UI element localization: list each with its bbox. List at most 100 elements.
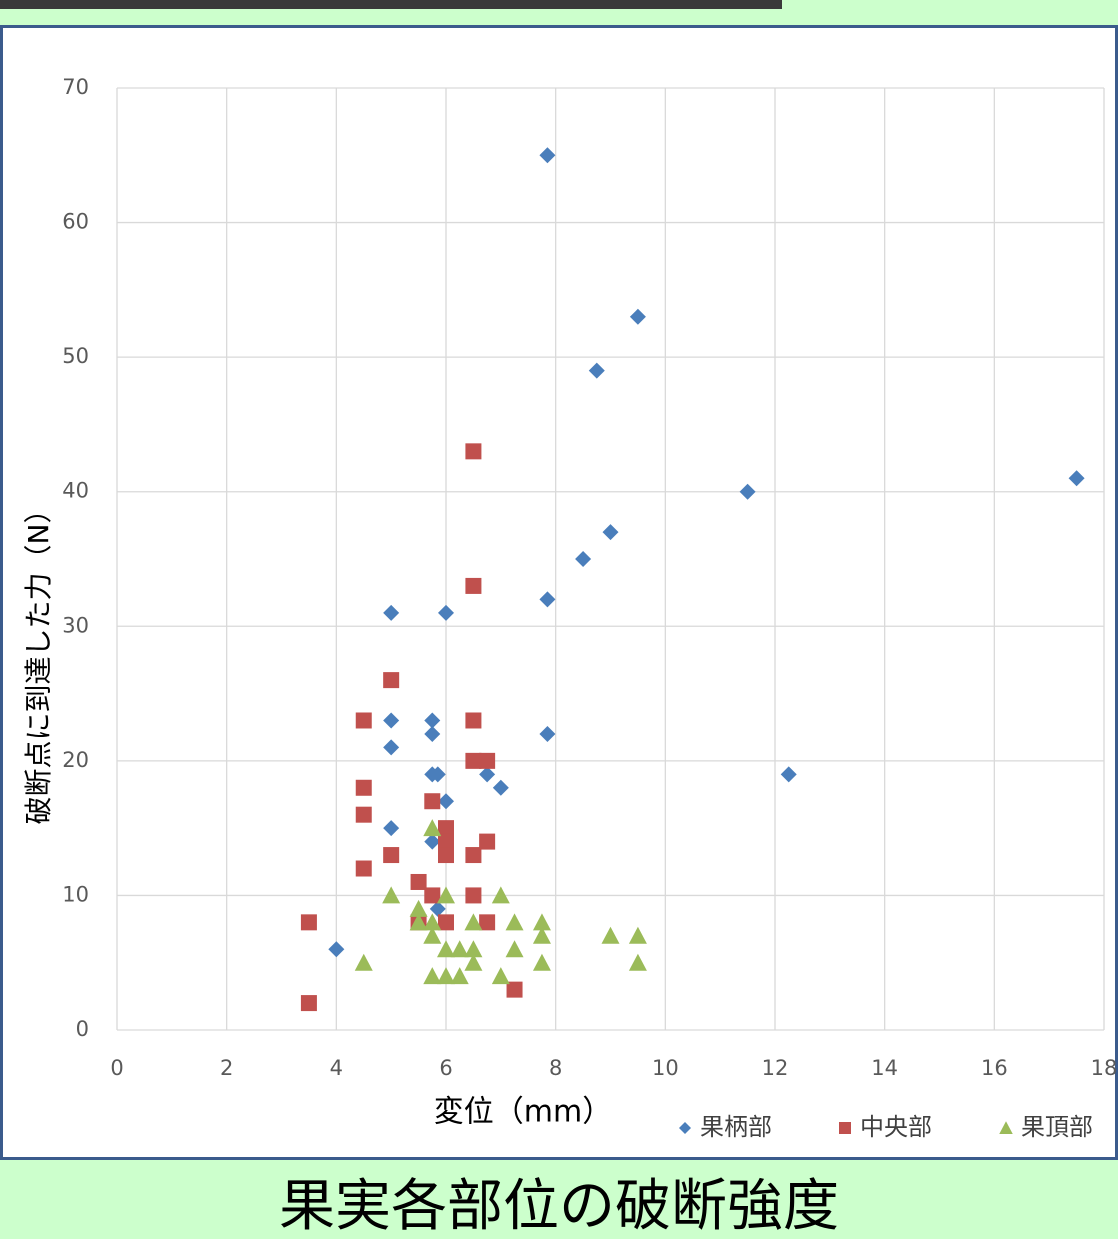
point (423, 926, 442, 944)
x-tick-label: 8 (549, 1056, 562, 1080)
point (383, 712, 400, 729)
point (464, 940, 483, 958)
point (355, 712, 372, 729)
point (479, 752, 496, 769)
x-tick-label: 4 (330, 1056, 343, 1080)
point (409, 899, 428, 917)
point (423, 819, 442, 837)
x-tick-label: 18 (1091, 1056, 1118, 1080)
y-tick-label: 30 (62, 613, 89, 637)
point (479, 766, 496, 783)
point (539, 147, 556, 164)
point (438, 793, 454, 810)
photo-strip (0, 0, 782, 9)
point (465, 577, 482, 594)
point (355, 860, 372, 877)
point (465, 847, 482, 864)
legend-label: 果柄部 (700, 1113, 772, 1141)
point (780, 766, 797, 783)
point (601, 926, 620, 944)
point (438, 820, 454, 837)
point (328, 941, 345, 958)
point (532, 913, 551, 931)
point (424, 712, 441, 729)
y-tick-label: 10 (62, 882, 89, 906)
point (464, 953, 483, 971)
point (450, 940, 469, 958)
x-tick-label: 14 (871, 1056, 898, 1080)
point (505, 913, 524, 931)
legend-label: 果頂部 (1021, 1113, 1093, 1141)
point (532, 926, 551, 944)
x-axis-label: 変位（mm） (434, 1095, 612, 1130)
point (539, 725, 556, 742)
x-tick-label: 0 (110, 1056, 123, 1080)
point (437, 886, 455, 904)
legend-swatch (839, 1122, 851, 1134)
point (437, 940, 455, 958)
point (423, 967, 442, 985)
chart-panel (0, 25, 1118, 1160)
point (491, 967, 510, 985)
y-tick-label: 70 (62, 75, 89, 99)
point (539, 591, 556, 608)
point (438, 914, 454, 931)
point (465, 887, 482, 904)
chart-title: 果実各部位の破断強度 (279, 1174, 839, 1239)
point (479, 833, 496, 850)
legend-swatch (999, 1121, 1013, 1134)
y-axis-label: 破断点に到達した力（N） (22, 496, 55, 825)
point (355, 806, 372, 823)
point (354, 953, 373, 971)
y-tick-label: 0 (76, 1017, 89, 1041)
point (465, 443, 482, 460)
point (424, 833, 441, 850)
y-tick-label: 20 (62, 748, 89, 772)
point (429, 766, 446, 783)
point (450, 967, 469, 985)
point (383, 820, 400, 837)
point (465, 752, 482, 769)
point (382, 886, 401, 904)
point (438, 604, 454, 621)
x-tick-label: 16 (981, 1056, 1008, 1080)
x-tick-label: 10 (652, 1056, 679, 1080)
point (492, 779, 509, 796)
point (383, 847, 400, 864)
point (491, 886, 510, 904)
point (383, 672, 400, 689)
x-tick-label: 12 (762, 1056, 789, 1080)
x-tick-label: 6 (439, 1056, 452, 1080)
point (739, 483, 756, 500)
point (383, 739, 400, 756)
point (410, 873, 427, 890)
point (355, 779, 372, 796)
point (437, 967, 455, 985)
point (629, 308, 646, 325)
point (424, 725, 441, 742)
point (505, 940, 524, 958)
point (575, 551, 592, 567)
x-tick-label: 2 (220, 1056, 233, 1080)
point (383, 604, 400, 621)
point (465, 712, 482, 729)
point (438, 847, 454, 864)
point (532, 953, 551, 971)
point (409, 913, 428, 931)
y-tick-label: 60 (62, 210, 89, 234)
legend-label: 中央部 (860, 1113, 932, 1141)
point (438, 833, 454, 850)
y-tick-label: 40 (62, 479, 89, 503)
legend-swatch (679, 1122, 691, 1134)
point (602, 524, 619, 541)
point (1068, 470, 1085, 487)
y-tick-label: 50 (62, 344, 89, 368)
point (506, 981, 523, 998)
point (423, 913, 442, 931)
point (628, 926, 647, 944)
point (424, 887, 441, 904)
point (300, 995, 317, 1012)
point (424, 793, 441, 810)
